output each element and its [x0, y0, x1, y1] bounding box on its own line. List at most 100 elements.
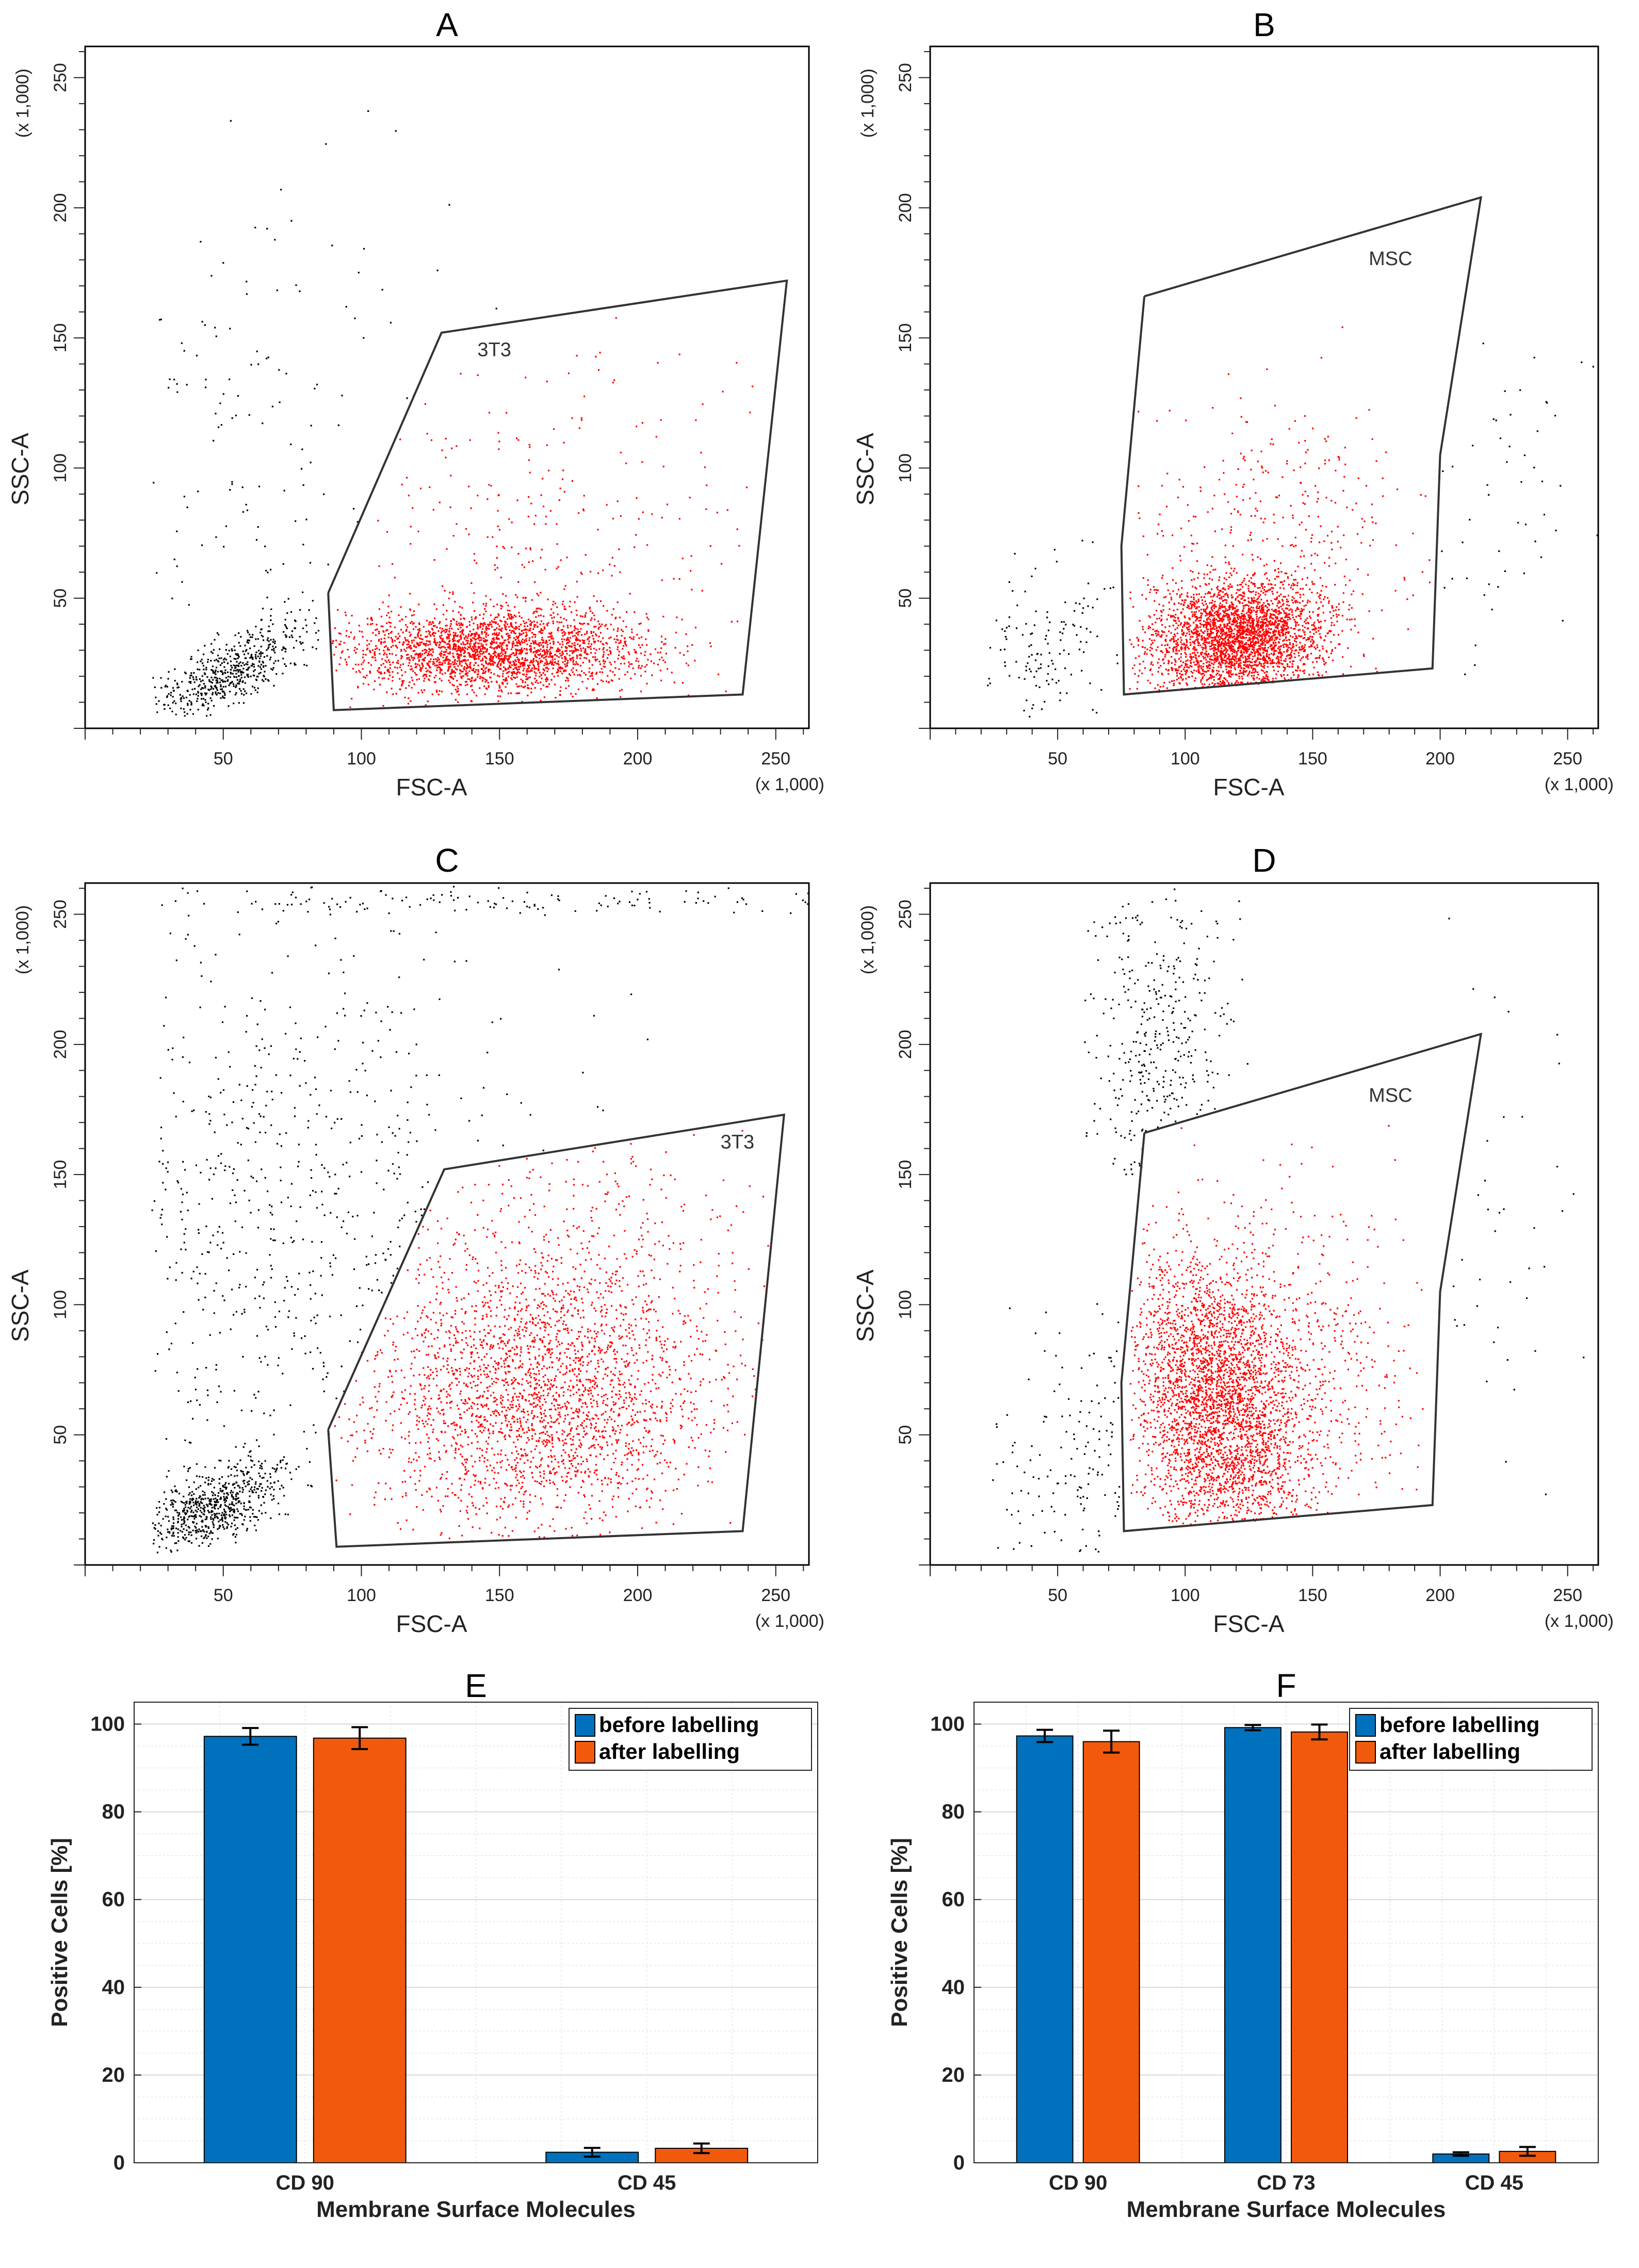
- y-multiplier: (x 1,000): [858, 905, 878, 974]
- legend-swatch: [575, 1741, 595, 1764]
- event-points-red: [332, 317, 754, 708]
- scatter-panel-d: D MSC 50 100 150 200 250 FSC-A (x 1,000) 50 100 150…: [852, 842, 1614, 1637]
- x-axis-title: FSC-A: [1213, 1610, 1285, 1637]
- x-tick-label: 50: [214, 749, 233, 769]
- bar: [1224, 1727, 1281, 2163]
- x-tick-label: 150: [485, 749, 514, 769]
- event-points-black: [992, 888, 1585, 1553]
- x-tick-label: CD 45: [1465, 2172, 1523, 2194]
- y-tick-label: 20: [102, 2064, 125, 2086]
- bar: [313, 1737, 407, 2163]
- legend-label: before labelling: [1380, 1712, 1539, 1737]
- y-axis-title: SSC-A: [852, 1269, 879, 1342]
- bar-panel-f: F CD 90 CD 73 CD 45 0 20 40 60 80 100 Membrane Sur…: [887, 1667, 1599, 2222]
- gated-events: [1130, 1125, 1424, 1529]
- y-tick-label: 100: [896, 453, 915, 483]
- y-tick-label: 100: [930, 1713, 965, 1736]
- panel-title: A: [436, 6, 458, 43]
- plot-frame: [84, 882, 810, 1566]
- y-tick-label: 200: [51, 1030, 70, 1059]
- y-tick-label: 100: [896, 1290, 915, 1319]
- ungated-events: [992, 888, 1585, 1553]
- legend-swatch: [1355, 1714, 1376, 1737]
- x-multiplier: (x 1,000): [1545, 775, 1614, 794]
- legend-label: before labelling: [599, 1712, 759, 1737]
- x-multiplier: (x 1,000): [1545, 1611, 1614, 1631]
- x-tick-label: 150: [485, 1586, 514, 1605]
- y-tick-label: 60: [102, 1888, 125, 1911]
- gate-label: 3T3: [721, 1132, 754, 1153]
- y-tick-label: 100: [90, 1713, 125, 1736]
- y-multiplier: (x 1,000): [13, 69, 33, 138]
- legend-swatch: [575, 1714, 595, 1737]
- bar: [203, 1736, 297, 2163]
- y-multiplier: (x 1,000): [13, 905, 33, 974]
- y-axis: 50 100 150 200 250 SSC-A (x 1,000): [852, 888, 930, 1565]
- panel-title: C: [435, 842, 459, 879]
- legend-label: after labelling: [599, 1739, 740, 1764]
- x-tick-label: 50: [1048, 1586, 1067, 1605]
- y-axis: 50 100 150 200 250 SSC-A (x 1,000): [852, 51, 930, 729]
- plot-frame: [929, 45, 1599, 729]
- y-tick-label: 250: [896, 900, 915, 929]
- y-tick-label: 80: [942, 1801, 965, 1823]
- x-tick-label: 100: [347, 1586, 376, 1605]
- y-axis-title: SSC-A: [852, 433, 879, 505]
- x-axis-title: FSC-A: [396, 1610, 467, 1637]
- scatter-panel-b: B MSC 50 100 150 200 250 FSC-A (x 1,000) 50 100 150…: [852, 6, 1614, 801]
- y-tick-label: 150: [51, 1160, 70, 1189]
- y-tick-label: 100: [51, 1290, 70, 1319]
- y-tick-label: 200: [896, 1030, 915, 1059]
- y-tick-label: 0: [113, 2151, 125, 2174]
- panel-title: D: [1252, 842, 1276, 879]
- y-tick-label: 150: [896, 1160, 915, 1189]
- y-tick-label: 150: [51, 323, 70, 353]
- y-tick-label: 250: [896, 63, 915, 92]
- y-tick-label: 50: [51, 1425, 70, 1445]
- y-tick-label: 60: [942, 1888, 965, 1911]
- y-axis-title: Positive Cells [%]: [47, 1838, 72, 2027]
- x-tick-label: 100: [347, 749, 376, 769]
- panel-title: B: [1253, 6, 1275, 43]
- bar: [1291, 1731, 1348, 2163]
- x-multiplier: (x 1,000): [755, 775, 824, 794]
- y-axis-title: Positive Cells [%]: [887, 1838, 912, 2027]
- gate-label: 3T3: [477, 339, 511, 361]
- bar: [1082, 1741, 1140, 2164]
- y-axis: 50 100 150 200 250 SSC-A (x 1,000): [7, 51, 85, 729]
- x-axis-title: Membrane Surface Molecules: [1127, 2197, 1446, 2222]
- x-tick-label: CD 45: [618, 2172, 676, 2194]
- x-tick-label: CD 90: [1049, 2172, 1107, 2194]
- y-multiplier: (x 1,000): [858, 69, 878, 138]
- y-tick-label: 150: [896, 323, 915, 353]
- legend-label: after labelling: [1380, 1739, 1520, 1764]
- x-tick-label: 250: [1553, 1586, 1582, 1605]
- x-tick-label: CD 73: [1257, 2172, 1315, 2194]
- y-tick-label: 200: [51, 193, 70, 222]
- y-tick-label: 80: [102, 1801, 125, 1823]
- event-points-red: [1130, 1125, 1424, 1529]
- x-axis: 50 100 150 200 250 FSC-A (x 1,000): [930, 728, 1614, 801]
- x-axis: 50 100 150 200 250 FSC-A (x 1,000): [930, 1565, 1614, 1637]
- bar: [1016, 1735, 1074, 2163]
- legend-box: [1349, 1708, 1593, 1771]
- gate-polygon: [1120, 1032, 1483, 1532]
- x-tick-label: 50: [1048, 749, 1067, 769]
- x-tick-label: CD 90: [276, 2172, 334, 2194]
- y-tick-label: 20: [942, 2064, 965, 2086]
- y-tick-label: 50: [51, 589, 70, 608]
- gate-polygon: [1120, 195, 1483, 696]
- x-multiplier: (x 1,000): [755, 1611, 824, 1631]
- x-tick-label: 200: [1425, 1586, 1455, 1605]
- x-tick-label: 100: [1171, 1586, 1200, 1605]
- y-tick-label: 50: [896, 589, 915, 608]
- y-tick-label: 50: [896, 1425, 915, 1445]
- x-axis: 50 100 150 200 250 FSC-A (x 1,000): [85, 728, 824, 801]
- gate-label: MSC: [1369, 1085, 1412, 1106]
- x-tick-label: 200: [623, 749, 653, 769]
- plot-frame: [973, 1702, 1599, 2163]
- scatter-panel-a: A 3T3 50 100 150 200 250 FSC-A (x 1,000) 50 100 150…: [7, 6, 824, 801]
- y-axis-title: SSC-A: [7, 433, 34, 505]
